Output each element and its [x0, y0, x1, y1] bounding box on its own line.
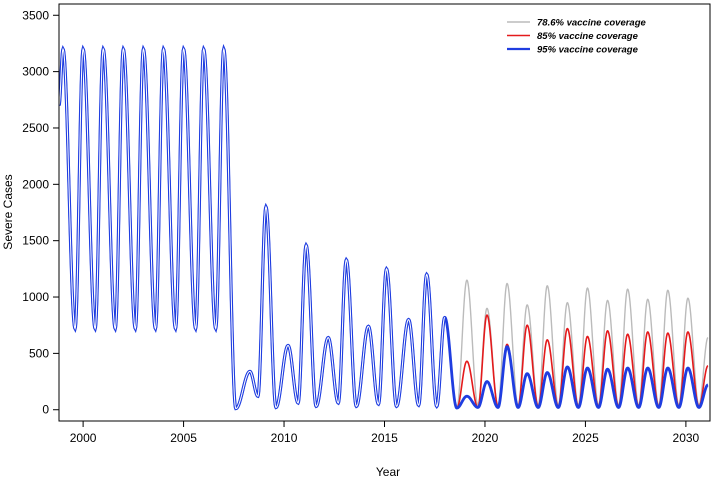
x-tick-label: 2000	[70, 431, 97, 445]
y-tick-label: 3000	[22, 65, 49, 79]
x-tick-label: 2005	[170, 431, 197, 445]
series-line-1	[59, 48, 709, 410]
history-line-outer	[59, 43, 447, 411]
y-tick-label: 3500	[22, 8, 49, 22]
y-axis-title: Severe Cases	[1, 174, 15, 249]
x-axis: 2000 2005 2010 2015 2020 2025 2030	[70, 421, 700, 445]
x-tick-label: 2030	[673, 431, 700, 445]
x-tick-label: 2020	[472, 431, 499, 445]
y-tick-label: 500	[29, 346, 49, 360]
plot-area	[59, 43, 709, 411]
y-axis: 0 500 1000 1500 2000 2500 3000 3500	[22, 8, 59, 417]
x-tick-label: 2015	[371, 431, 398, 445]
series-line-2	[59, 48, 709, 410]
y-tick-label: 2000	[22, 177, 49, 191]
history-line-inner	[59, 47, 446, 410]
legend: 78.6% vaccine coverage 85% vaccine covera…	[507, 18, 647, 56]
legend-label-1: 78.6% vaccine coverage	[537, 18, 647, 29]
x-tick-label: 2010	[271, 431, 298, 445]
y-tick-label: 2500	[22, 121, 49, 135]
y-tick-label: 1000	[22, 290, 49, 304]
plot-frame	[58, 3, 711, 422]
x-tick-label: 2025	[572, 431, 599, 445]
y-tick-label: 1500	[22, 234, 49, 248]
series-line-3	[59, 47, 709, 410]
legend-label-2: 85% vaccine coverage	[537, 31, 639, 42]
legend-label-3: 95% vaccine coverage	[537, 45, 639, 56]
x-axis-title: Year	[376, 465, 400, 479]
y-tick-label: 0	[42, 403, 49, 417]
